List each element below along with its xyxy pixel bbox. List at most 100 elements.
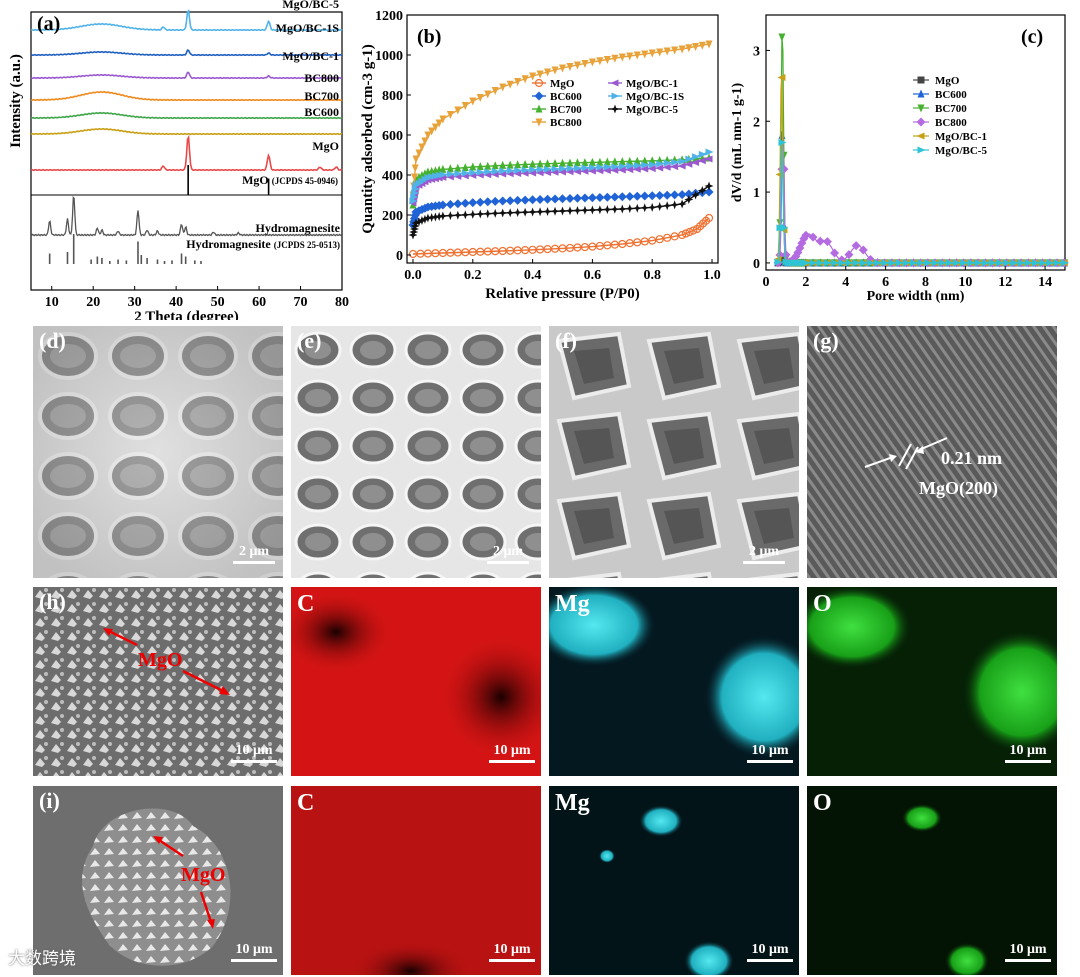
isotherm-point xyxy=(499,167,508,175)
isotherm-point xyxy=(521,160,529,168)
isotherm-point xyxy=(662,201,672,211)
pore-point xyxy=(1024,259,1033,267)
isotherm-point xyxy=(681,229,690,238)
x-tick-label: 0 xyxy=(763,275,770,290)
pore-point xyxy=(822,237,832,247)
isotherm-point xyxy=(409,227,419,237)
isotherm-point xyxy=(611,157,619,166)
pore-point xyxy=(778,139,787,146)
isotherm-point xyxy=(610,166,619,174)
isotherm-point xyxy=(528,195,538,205)
isotherm-point xyxy=(535,195,545,205)
pore-point xyxy=(981,259,990,267)
isotherm-point xyxy=(697,186,707,195)
isotherm-point xyxy=(573,158,581,167)
isotherm-point xyxy=(483,197,493,207)
isotherm-point xyxy=(632,203,642,213)
legend-marker xyxy=(916,117,926,127)
isotherm-point xyxy=(671,46,679,55)
isotherm-point xyxy=(655,202,665,212)
isotherm-point xyxy=(663,233,672,242)
isotherm-point xyxy=(632,165,641,173)
isotherm-point xyxy=(544,165,553,173)
isotherm-point xyxy=(520,169,529,177)
pore-point xyxy=(931,259,940,267)
legend-label: MgO/BC-1 xyxy=(626,78,678,90)
isotherm-point xyxy=(640,191,650,201)
eds-map-i-c: C 10 μm xyxy=(291,786,541,975)
isotherm-point xyxy=(461,163,469,172)
x-tick-label: 80 xyxy=(335,295,349,310)
isotherm-point xyxy=(468,198,478,208)
isotherm-point xyxy=(529,159,537,168)
isotherm-point xyxy=(528,207,538,217)
isotherm-point xyxy=(559,165,567,173)
isotherm-point xyxy=(588,157,596,166)
eds-element-h-c: C xyxy=(297,591,315,617)
isotherm-point xyxy=(521,166,530,174)
legend-label: MgO/BC-1S xyxy=(626,91,684,103)
lattice-plane-label: MgO(200) xyxy=(919,478,998,498)
hydromagnesite-ref-label: Hydromagnesite (JCPDS 25-0513) xyxy=(186,237,340,251)
legend-marker xyxy=(917,89,925,98)
scale-text-h: 10 μm xyxy=(235,743,273,758)
isotherm-point xyxy=(625,166,634,174)
mgo-annotation-h: MgO xyxy=(138,649,183,671)
isotherm-point xyxy=(610,204,620,214)
xrd-series-label: MgO/BC-1 xyxy=(282,49,339,63)
scale-bar-f: 2 μm xyxy=(743,544,785,564)
legend-marker xyxy=(535,118,543,127)
x-tick-label: 0.2 xyxy=(464,268,482,283)
eds-mg-density xyxy=(599,805,734,975)
isotherm-point xyxy=(704,181,714,191)
pore-point xyxy=(1017,259,1026,267)
isotherm-point xyxy=(626,52,634,61)
isotherm-point xyxy=(454,106,462,115)
isotherm-point xyxy=(505,208,515,218)
eds-o-density xyxy=(807,587,1057,754)
isotherm-point xyxy=(550,194,560,204)
sem-foam-texture xyxy=(291,326,541,578)
pore-point xyxy=(823,259,832,267)
hydromagnesite-line xyxy=(30,195,342,237)
isotherm-point xyxy=(565,194,575,204)
panel-label-d: (d) xyxy=(39,328,66,353)
xrd-chart: MgO/BC-5 MgO/BC-1S MgO/BC-1 BC800 BC700 BC600… xyxy=(8,0,349,320)
isotherm-point xyxy=(499,83,507,92)
isotherm-point xyxy=(684,160,693,168)
pore-point xyxy=(895,259,904,267)
pore-point xyxy=(778,33,786,42)
scale-bar-i-mg: 10 μm xyxy=(747,942,793,962)
x-tick-label: 12 xyxy=(998,275,1012,290)
x-tick-label: 0.0 xyxy=(404,268,422,283)
pore-point xyxy=(801,230,811,240)
isotherm-point xyxy=(461,102,469,110)
panel-label-i: (i) xyxy=(39,788,60,813)
pore-point xyxy=(858,245,868,255)
x-tick-label: 2 xyxy=(802,275,809,290)
eds-o-density xyxy=(902,804,989,975)
isotherm-point xyxy=(446,170,455,178)
isotherm-point xyxy=(408,230,418,240)
plot-frame xyxy=(765,14,1066,271)
legend-marker xyxy=(917,146,926,154)
isotherm-point xyxy=(544,68,552,77)
xrd-series-label: MgO/BC-5 xyxy=(282,0,339,11)
sem-image-e: (e) 2 μm xyxy=(291,326,541,578)
isotherm-point xyxy=(633,51,641,60)
xrd-series-line xyxy=(30,134,343,172)
xrd-series-line xyxy=(30,90,343,102)
isotherm-point xyxy=(520,207,530,217)
eds-c-density xyxy=(291,786,541,975)
pore-point xyxy=(1031,259,1040,267)
isotherm-point xyxy=(491,167,500,175)
isotherm-point xyxy=(678,45,686,54)
isotherm-point xyxy=(626,162,635,170)
isotherm-point xyxy=(648,161,657,169)
isotherm-point xyxy=(506,80,514,89)
scale-text-h-c: 10 μm xyxy=(493,743,531,758)
isotherm-point xyxy=(603,163,612,171)
sem-image-f: (f) 2 μm xyxy=(549,326,799,578)
isotherm-point xyxy=(428,127,436,136)
legend-label: MgO/BC-5 xyxy=(626,104,678,116)
